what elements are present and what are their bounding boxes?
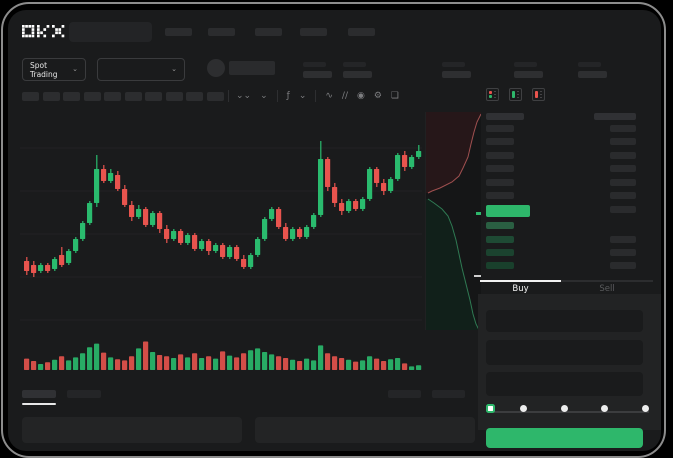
candle-dropdown-icon[interactable]: ⌄ (260, 90, 268, 101)
toolbar-divider (276, 90, 278, 102)
bid-price-placeholder (486, 236, 514, 243)
price-input-placeholder[interactable] (486, 310, 643, 332)
ask-price-placeholder (486, 152, 514, 159)
slider-stop-dot[interactable] (601, 405, 608, 412)
ask-amount-placeholder (610, 125, 636, 132)
orderbook-asks-icon[interactable] (532, 88, 545, 101)
nav-item-placeholder[interactable] (255, 28, 282, 36)
nav-item-placeholder[interactable] (348, 28, 375, 36)
nav-item-placeholder[interactable] (208, 28, 235, 36)
okx-logo (22, 25, 65, 38)
orderbook-amount-placeholder (610, 206, 636, 213)
tab-sell[interactable]: Sell (599, 284, 615, 294)
ticker-stat-value-placeholder (578, 71, 607, 78)
ask-price-placeholder (486, 165, 514, 172)
bid-price-placeholder (486, 262, 514, 269)
ticker-stat-label-placeholder (578, 62, 601, 67)
pair-coin-icon (207, 59, 225, 77)
chevron-down-icon: ⌄ (171, 65, 177, 73)
timeframe-placeholder[interactable] (83, 92, 101, 101)
indicators-dropdown-icon[interactable]: ⌄ (298, 90, 307, 101)
bottom-tab[interactable] (67, 390, 101, 398)
orderbook-bids-icon[interactable] (509, 88, 522, 101)
candle-style-icon[interactable]: ⌄⌄ (236, 90, 252, 101)
timeframe-placeholder[interactable] (145, 92, 162, 101)
timeframe-placeholder[interactable] (42, 92, 60, 101)
ticker-stat-label-placeholder (514, 62, 537, 67)
nav-item-placeholder[interactable] (165, 28, 192, 36)
search-bar-placeholder[interactable] (69, 22, 152, 42)
ticker-stat-value-placeholder (343, 71, 372, 78)
last-price-placeholder (229, 61, 275, 75)
ask-price-placeholder (486, 138, 514, 145)
ticker-stat-label-placeholder (343, 62, 366, 67)
timeframe-placeholder[interactable] (63, 92, 80, 101)
toolbar-divider (315, 90, 317, 102)
bottom-bar-action-placeholder[interactable] (432, 390, 465, 398)
orderbook-amount-header-placeholder (594, 113, 636, 120)
candlestick-chart[interactable] (20, 112, 422, 332)
ticker-stat-value-placeholder (442, 71, 471, 78)
ask-price-placeholder (486, 125, 514, 132)
bid-price-placeholder (486, 222, 514, 229)
timeframe-placeholder[interactable] (124, 92, 142, 101)
buy-submit-button[interactable] (486, 428, 643, 448)
slider-handle[interactable] (486, 404, 495, 413)
pair-dropdown[interactable]: ⌄ (97, 58, 185, 81)
screenshot-icon[interactable]: ◉ (356, 90, 365, 101)
slider-stop-dot[interactable] (642, 405, 649, 412)
ask-amount-placeholder (610, 138, 636, 145)
bottom-tab-active[interactable] (22, 390, 56, 398)
ticker-stat-value-placeholder (303, 71, 332, 78)
market-type-label: Spot Trading (30, 60, 58, 79)
ticker-stat-label-placeholder (303, 62, 326, 67)
orderbook-price-header-placeholder (486, 113, 524, 120)
slider-stop-dot[interactable] (561, 405, 568, 412)
settings-icon[interactable]: ⚙ (373, 90, 382, 101)
timeframe-placeholder[interactable] (186, 92, 203, 101)
ticker-stat-label-placeholder (442, 62, 465, 67)
bid-amount-placeholder (610, 236, 636, 243)
tab-buy[interactable]: Buy (512, 284, 529, 294)
bid-price-placeholder (486, 249, 514, 256)
market-type-dropdown[interactable]: Spot Trading ⌄ (22, 58, 86, 81)
timeframe-placeholder[interactable] (206, 92, 224, 101)
ask-price-placeholder (486, 179, 514, 186)
timeframe-placeholder[interactable] (165, 92, 183, 101)
chevron-down-icon: ⌄ (72, 65, 78, 73)
active-tab-underline (22, 403, 56, 405)
depth-chart[interactable] (425, 112, 481, 330)
bottom-bar-action-placeholder[interactable] (388, 390, 421, 398)
ask-amount-placeholder (610, 192, 636, 199)
order-history-panel (255, 417, 475, 443)
ask-amount-placeholder (610, 152, 636, 159)
nav-item-placeholder[interactable] (300, 28, 327, 36)
line-chart-icon[interactable]: ∿ (325, 90, 333, 101)
amount-slider-track[interactable] (489, 411, 649, 413)
draw-tools-icon[interactable]: ∕∕ (341, 90, 348, 101)
ticker-stat-value-placeholder (514, 71, 543, 78)
fullscreen-icon[interactable]: ❏ (390, 90, 399, 101)
timeframe-placeholder[interactable] (22, 92, 39, 101)
buy-tab-indicator (480, 280, 561, 282)
volume-bars (24, 341, 422, 370)
slider-stop-dot[interactable] (520, 405, 527, 412)
indicators-icon[interactable]: ƒ (286, 90, 290, 101)
open-orders-panel (22, 417, 242, 443)
sell-tab-divider (561, 280, 653, 282)
order-form (478, 294, 661, 430)
last-price-highlight (486, 205, 530, 217)
timeframe-placeholder[interactable] (104, 92, 121, 101)
ask-amount-placeholder (610, 165, 636, 172)
ask-price-placeholder (486, 192, 514, 199)
total-input-placeholder[interactable] (486, 372, 643, 396)
app-window: Spot Trading ⌄ ⌄ ⌄⌄ ⌄ ƒ ⌄ ∿ ∕∕ ◉ ⚙ ❏ (8, 10, 661, 451)
ask-amount-placeholder (610, 179, 636, 186)
amount-input-placeholder[interactable] (486, 340, 643, 365)
bid-amount-placeholder (610, 249, 636, 256)
bid-amount-placeholder (610, 262, 636, 269)
orderbook-combined-icon[interactable] (486, 88, 499, 101)
